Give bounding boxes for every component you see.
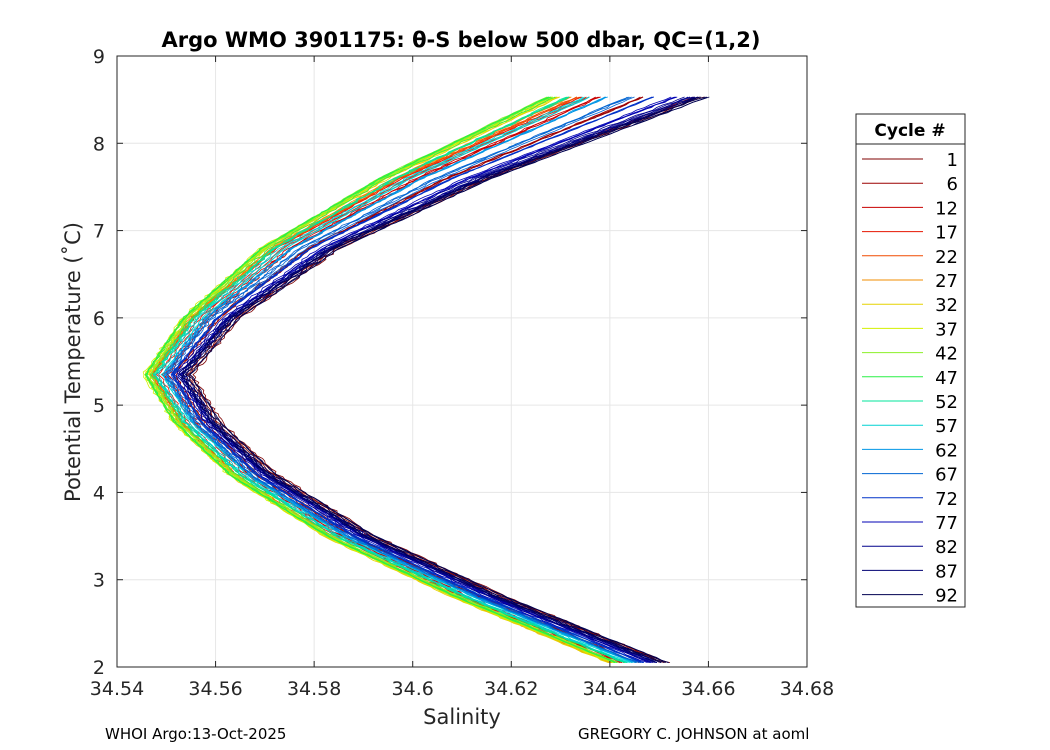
y-tick-label: 7 (93, 221, 105, 243)
series-line-cycle-62 (163, 96, 636, 663)
series-line-cycle-57 (153, 96, 629, 663)
y-tick-label: 4 (93, 482, 105, 504)
legend-label-72: 72 (935, 489, 958, 510)
legend-label-57: 57 (935, 416, 958, 437)
series-line-cycle-72 (172, 96, 653, 663)
series-line-cycle-92 (184, 96, 706, 663)
legend-label-12: 12 (935, 198, 958, 219)
x-axis-label: Salinity (423, 705, 501, 729)
y-tick-label: 5 (93, 395, 105, 417)
legend: Cycle # 1 6 12 17 22 27 32 37 42 47 52 57 62 67 72 77 82… (855, 113, 966, 608)
x-tick-label: 34.6 (392, 678, 434, 700)
y-tick-label: 3 (93, 570, 105, 592)
legend-label-1: 1 (947, 150, 958, 171)
legend-title: Cycle # (874, 121, 945, 141)
x-tick-label: 34.58 (287, 678, 341, 700)
x-tick-label: 34.56 (188, 678, 242, 700)
legend-label-82: 82 (935, 537, 958, 558)
legend-label-92: 92 (935, 586, 958, 607)
footer-right: GREGORY C. JOHNSON at aoml (578, 725, 810, 743)
y-tick-label: 8 (93, 133, 105, 155)
legend-box (855, 113, 966, 608)
legend-label-32: 32 (935, 295, 958, 316)
x-axis-ticks: 34.54 34.56 34.58 34.6 34.62 34.64 34.66 34.68 (90, 56, 834, 700)
y-axis-ticks: 2 3 4 5 6 7 8 9 (93, 46, 807, 679)
y-tick-label: 6 (93, 308, 105, 330)
legend-label-52: 52 (935, 392, 958, 413)
series-lines (142, 96, 710, 663)
x-tick-label: 34.62 (484, 678, 538, 700)
legend-label-37: 37 (935, 319, 958, 340)
axes-box (116, 55, 808, 668)
x-tick-label: 34.66 (681, 678, 735, 700)
y-tick-label: 2 (93, 657, 105, 679)
legend-label-87: 87 (935, 561, 958, 582)
series-line-cycle-77 (173, 96, 672, 663)
legend-label-27: 27 (935, 271, 958, 292)
legend-label-6: 6 (947, 174, 958, 195)
y-axis-label: Potential Temperature (˚C) (61, 222, 85, 502)
series-line-cycle-92 (181, 96, 702, 663)
legend-label-47: 47 (935, 368, 958, 389)
series-line-cycle-92 (188, 96, 708, 663)
chart-title: Argo WMO 3901175: θ-S below 500 dbar, QC… (162, 28, 761, 52)
series-line-cycle-47 (144, 96, 616, 663)
legend-label-62: 62 (935, 440, 958, 461)
series-line-cycle-47 (146, 96, 616, 663)
footer-left: WHOI Argo:13-Oct-2025 (105, 725, 287, 743)
series-line-cycle-57 (158, 96, 631, 663)
y-tick-label: 9 (93, 46, 105, 68)
x-tick-label: 34.54 (90, 678, 144, 700)
legend-label-22: 22 (935, 247, 958, 268)
legend-label-77: 77 (935, 513, 958, 534)
series-line-cycle-87 (186, 96, 700, 663)
series-line-cycle-67 (166, 96, 638, 663)
legend-label-17: 17 (935, 223, 958, 244)
grid (117, 56, 807, 667)
legend-label-67: 67 (935, 465, 958, 486)
x-tick-label: 34.64 (583, 678, 637, 700)
x-tick-label: 34.68 (780, 678, 834, 700)
series-line-cycle-82 (178, 96, 691, 663)
legend-label-42: 42 (935, 344, 958, 365)
series-line-cycle-67 (167, 96, 641, 663)
legend-entries: 1 6 12 17 22 27 32 37 42 47 52 57 62 67 72 77 82 87 92 (862, 150, 958, 607)
